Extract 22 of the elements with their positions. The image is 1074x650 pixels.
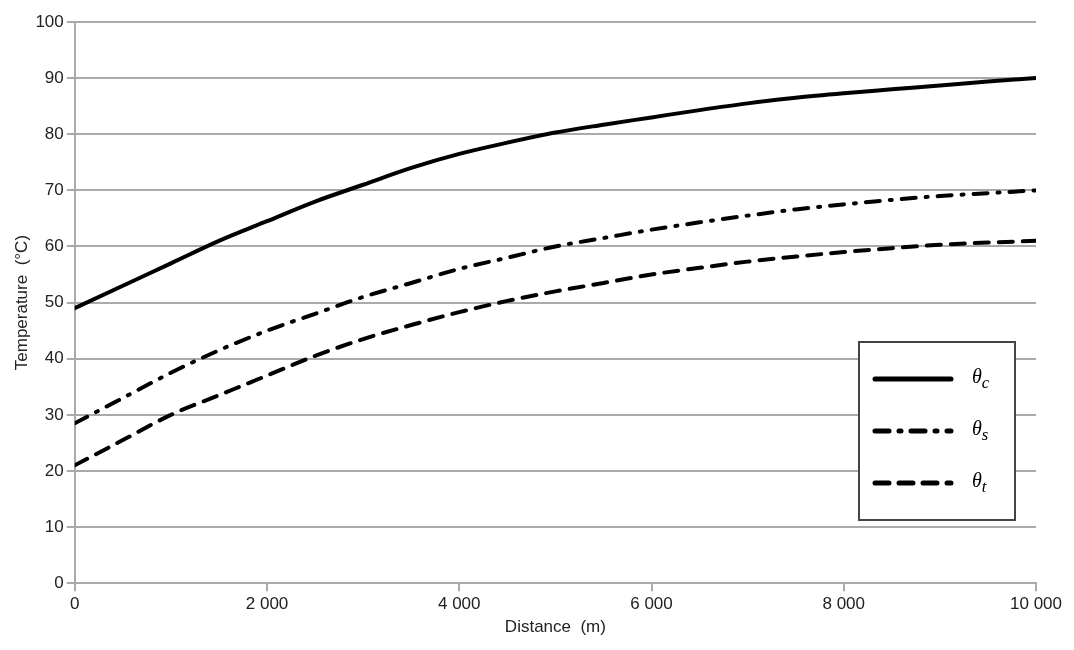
y-tick-label: 90 [44, 67, 64, 87]
legend-label: θ$_{t}$ [972, 469, 988, 498]
y-tick-label: 100 [35, 11, 64, 31]
y-tick-label: 10 [44, 516, 64, 536]
legend-label: θ$_{c}$ [972, 365, 991, 394]
y-tick-label: 40 [44, 348, 64, 368]
x-tick-label: 0 [70, 594, 80, 614]
y-tick-label: 60 [44, 236, 64, 256]
y-tick-label: 50 [44, 292, 64, 312]
x-tick-label: 6 000 [630, 594, 673, 614]
y-tick-label: 20 [44, 460, 64, 480]
y-tick-label: 70 [44, 180, 64, 200]
x-tick-label: 4 000 [437, 594, 481, 614]
x-tick-label: 10 000 [1010, 594, 1062, 614]
x-tick-label: 2 000 [245, 594, 289, 614]
y-axis-title: Temperature (°C) [11, 234, 31, 371]
y-tick-label: 0 [54, 572, 64, 592]
x-axis-title: Distance (m) [504, 617, 606, 637]
legend-label: θ$_{s}$ [972, 417, 990, 446]
y-tick-label: 30 [44, 404, 64, 424]
y-tick-label: 80 [44, 123, 64, 143]
x-tick-label: 8 000 [822, 594, 866, 614]
